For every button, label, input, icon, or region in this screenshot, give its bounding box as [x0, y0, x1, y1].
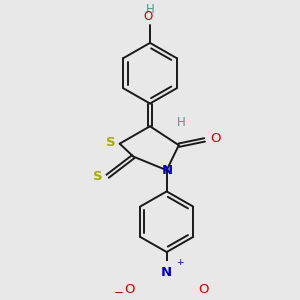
Text: −: − [114, 286, 124, 299]
Text: O: O [124, 284, 135, 296]
Text: S: S [106, 136, 116, 149]
Text: H: H [176, 116, 185, 129]
Text: O: O [210, 132, 220, 145]
Text: +: + [176, 258, 183, 267]
Text: N: N [161, 266, 172, 279]
Text: S: S [93, 170, 103, 183]
Text: N: N [162, 164, 173, 177]
Text: O: O [144, 10, 153, 23]
Text: H: H [146, 3, 154, 16]
Text: O: O [199, 284, 209, 296]
